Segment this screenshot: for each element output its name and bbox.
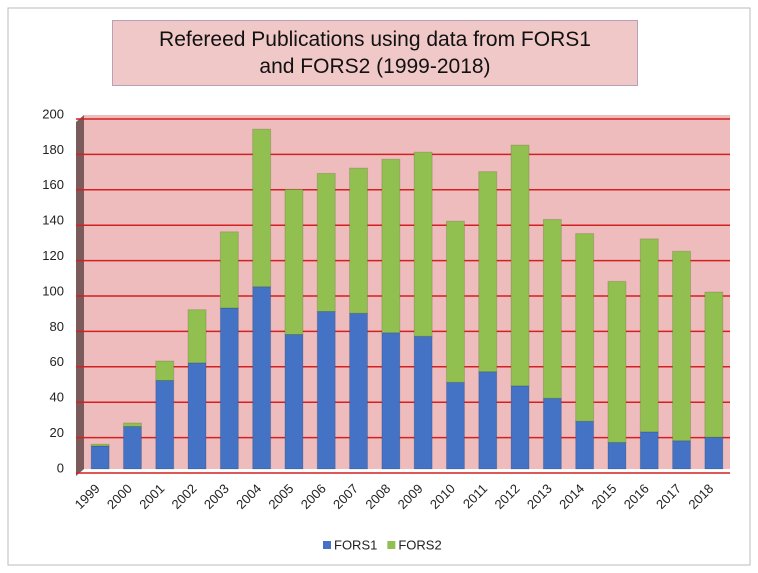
- bar-segment: [704, 291, 724, 438]
- y-tick-label: 40: [50, 390, 64, 405]
- bar-segment: [672, 440, 692, 470]
- y-tick-label: 200: [42, 106, 64, 121]
- bar-segment: [284, 333, 304, 470]
- bar-segment: [187, 309, 207, 364]
- bar-segment: [122, 426, 142, 470]
- y-tick-label: 160: [42, 177, 64, 192]
- bar-segment: [155, 360, 175, 381]
- bar-segment: [252, 128, 272, 288]
- bar-segment: [510, 144, 530, 387]
- bar-segment: [639, 431, 659, 470]
- bar-segment: [155, 380, 175, 470]
- y-tick-label: 180: [42, 142, 64, 157]
- bar-segment: [478, 171, 498, 373]
- y-tick-label: 60: [50, 354, 64, 369]
- bar-segment: [413, 335, 433, 470]
- bar-segment: [607, 280, 627, 443]
- bar-segment: [607, 441, 627, 470]
- bar-segment: [575, 420, 595, 470]
- bar-segment: [704, 436, 724, 470]
- bar-segment: [542, 218, 562, 399]
- y-tick-label: 140: [42, 213, 64, 228]
- bar-segment: [187, 362, 207, 470]
- bar-segment: [445, 220, 465, 383]
- legend-label: FORS1: [334, 537, 377, 552]
- bar-segment: [413, 151, 433, 337]
- legend-swatch: [323, 541, 331, 549]
- legend-label: FORS2: [398, 537, 441, 552]
- plot-area: [84, 115, 730, 469]
- bar-segment: [90, 445, 110, 470]
- bar-segment: [542, 397, 562, 470]
- bar-segment: [575, 233, 595, 422]
- y-tick-label: 20: [50, 425, 64, 440]
- y-tick-label: 100: [42, 283, 64, 298]
- bar-segment: [219, 307, 239, 470]
- bar-segment: [349, 167, 369, 314]
- bar-segment: [445, 381, 465, 470]
- bar-segment: [252, 286, 272, 470]
- bar-segment: [381, 158, 401, 334]
- y-tick-label: 0: [57, 460, 64, 475]
- bar-segment: [219, 231, 239, 309]
- bar-segment: [381, 332, 401, 470]
- bar-segment: [122, 422, 142, 428]
- bar-segment: [639, 238, 659, 433]
- bar-segment: [478, 371, 498, 470]
- bar-segment: [510, 385, 530, 470]
- y-tick-label: 80: [50, 319, 64, 334]
- bar-segment: [349, 312, 369, 470]
- chart-title: Refereed Publications using data from FO…: [112, 20, 638, 86]
- legend-swatch: [387, 541, 396, 549]
- bar-segment: [316, 310, 336, 470]
- bar-segment: [284, 188, 304, 335]
- bar-segment: [90, 443, 110, 447]
- bar-segment: [672, 250, 692, 442]
- bar-segment: [316, 172, 336, 312]
- y-tick-label: 120: [42, 248, 64, 263]
